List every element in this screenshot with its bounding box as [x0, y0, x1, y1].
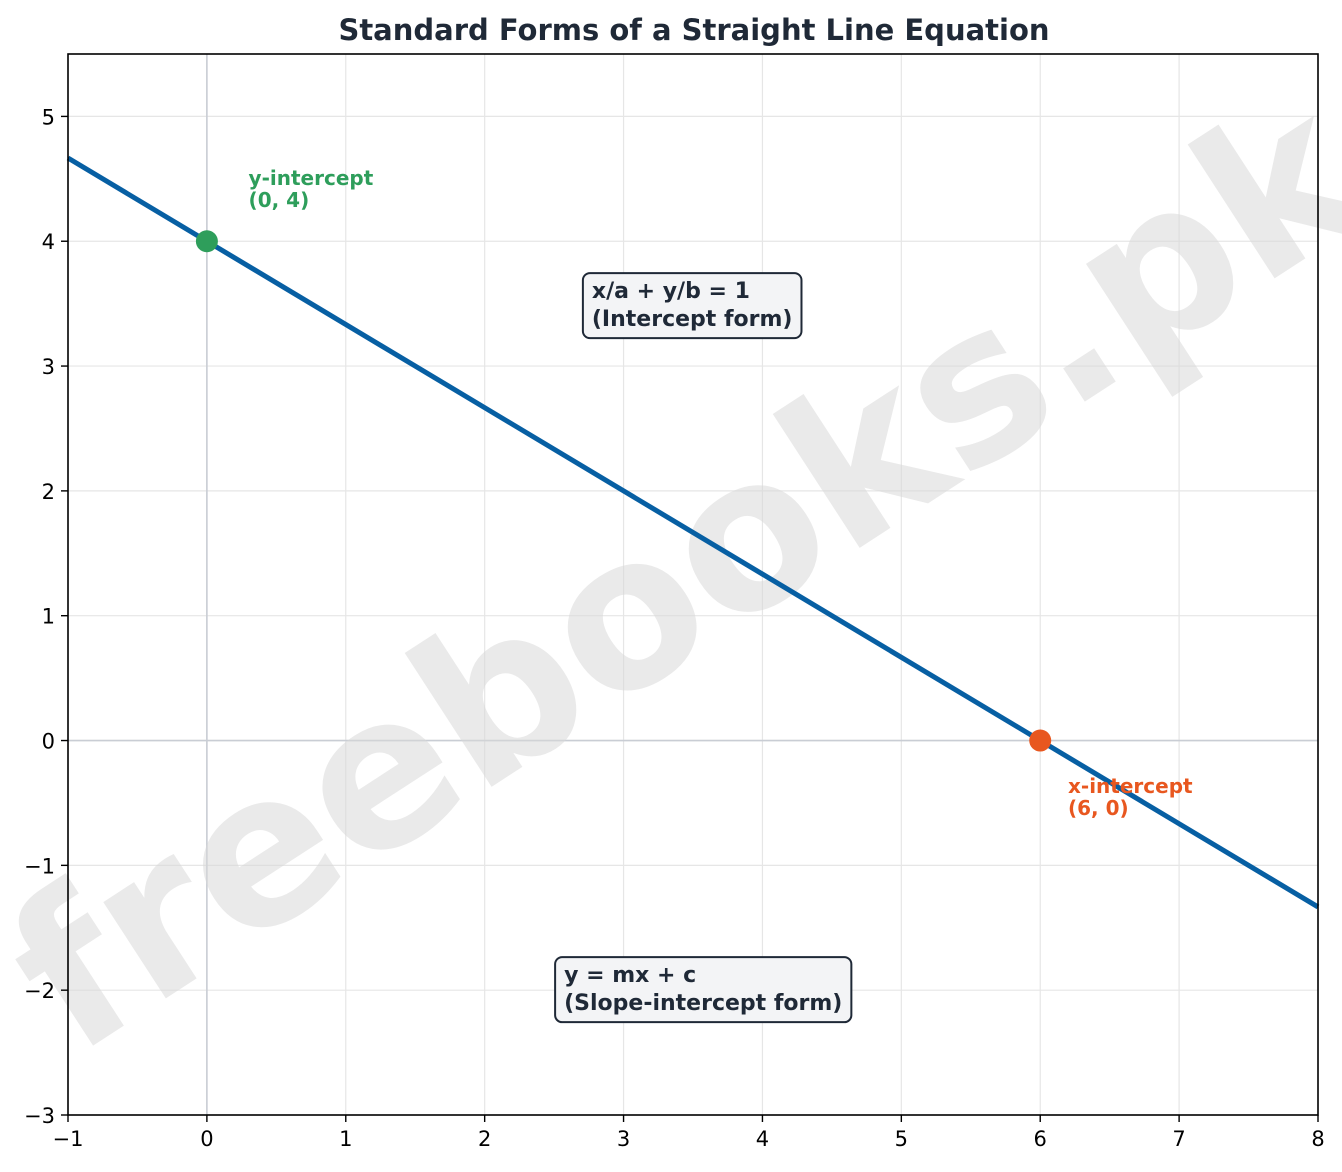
equation-box-text: x/a + y/b = 1 (Intercept form): [592, 279, 793, 332]
intercept-label-line: (0, 4): [249, 188, 310, 212]
x-tick-label: 1: [339, 1127, 352, 1151]
equation-box-line: x/a + y/b = 1: [592, 279, 750, 304]
series-layer: [66, 155, 1320, 910]
intercept-label-line: y-intercept: [249, 166, 374, 190]
y-tick-label: −2: [24, 979, 55, 1003]
y-tick-label: 0: [42, 730, 55, 754]
y-tick-label: 2: [42, 480, 55, 504]
intercept-label: y-intercept (0, 4): [249, 166, 374, 212]
intercept-label: x-intercept (6, 0): [1068, 774, 1193, 820]
y-tick-label: 3: [42, 355, 55, 379]
equation-boxes: x/a + y/b = 1 (Intercept form) y = mx + c (…: [554, 272, 853, 1024]
axis-ticks: −1 0 1 2 3 4 5 6 7 8 −3 −2 −1 0 1 2 3 4 5: [24, 105, 1325, 1151]
x-tick-label: 5: [895, 1127, 908, 1151]
chart-title: Standard Forms of a Straight Line Equati…: [338, 13, 1049, 47]
x-tick-label: 0: [200, 1127, 213, 1151]
x-tick-label: 2: [478, 1127, 491, 1151]
y-tick-label: 4: [42, 230, 55, 254]
intercept-point: [1029, 729, 1052, 752]
x-tick-label: 3: [617, 1127, 630, 1151]
equation-box-line: (Slope-intercept form): [564, 991, 842, 1016]
equation-box-text: y = mx + c (Slope-intercept form): [564, 963, 842, 1016]
x-tick-label: 6: [1034, 1127, 1047, 1151]
x-tick-label: 8: [1311, 1127, 1324, 1151]
intercept-point: [195, 230, 218, 253]
equation-box-frame: [581, 272, 803, 340]
equation-box-line: y = mx + c: [564, 963, 696, 988]
equation-box-frame: [554, 956, 853, 1024]
y-tick-label: 1: [42, 605, 55, 629]
y-tick-label: −3: [24, 1104, 55, 1128]
y-tick-label: 5: [42, 105, 55, 129]
x-tick-label: 7: [1172, 1127, 1185, 1151]
intercept-label-line: x-intercept: [1068, 774, 1193, 798]
equation-box-line: (Intercept form): [592, 307, 793, 332]
intercept-label-line: (6, 0): [1068, 796, 1129, 820]
plot-frame: [67, 53, 1319, 1116]
x-tick-label: −1: [53, 1127, 84, 1151]
watermark-text: freebooks.pk: [0, 46, 1342, 1100]
equation-box: y = mx + c (Slope-intercept form): [554, 956, 853, 1024]
x-tick-label: 4: [756, 1127, 769, 1151]
y-tick-label: −1: [24, 854, 55, 878]
intercept-points: y-intercept (0, 4) x-intercept (6, 0): [195, 166, 1193, 820]
series-line: [66, 155, 1320, 910]
equation-box: x/a + y/b = 1 (Intercept form): [581, 272, 803, 340]
